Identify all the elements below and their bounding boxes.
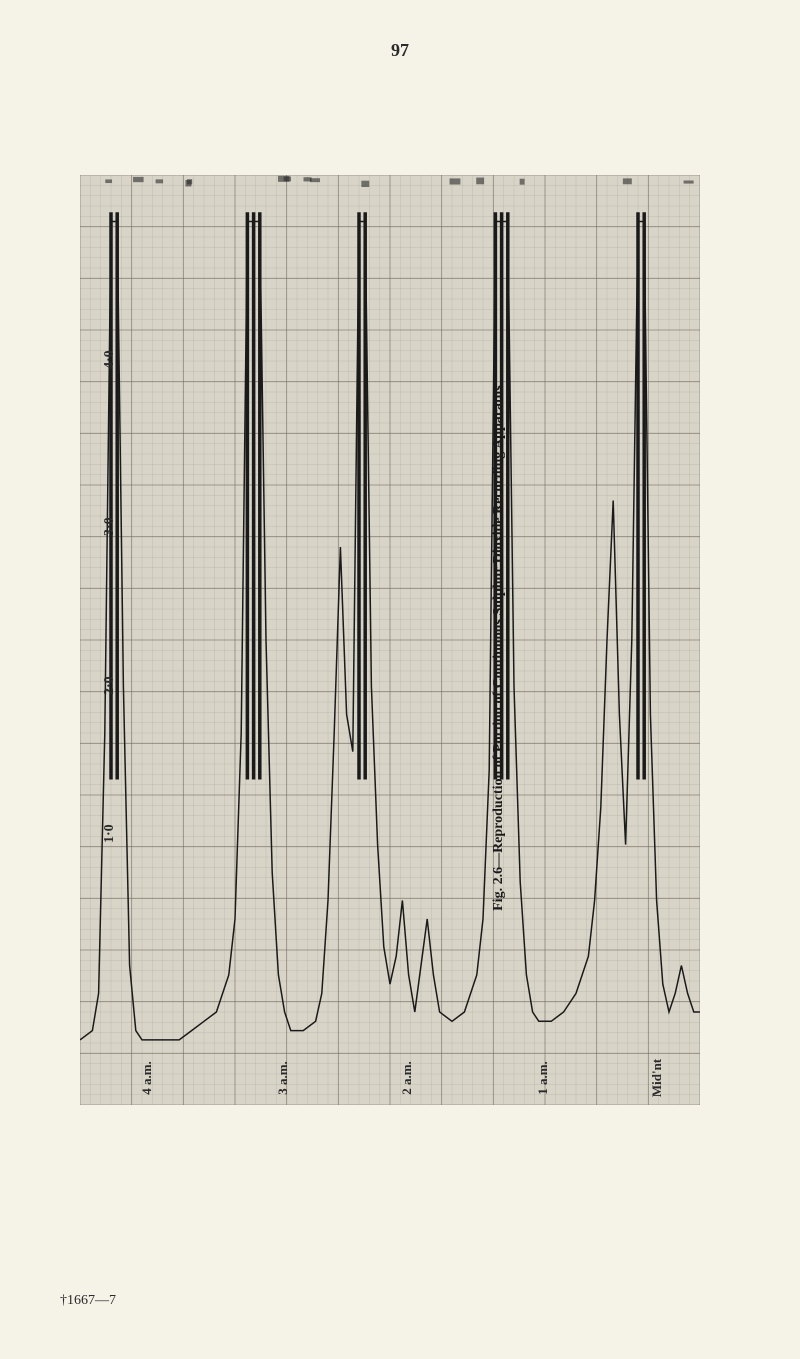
figure-caption: Fig. 2.6—Reproduction of Portion of Cont… xyxy=(491,385,507,911)
y-axis-label: 3·0 xyxy=(102,518,118,537)
chart-container: 1·0 2·0 3·0 4·0 4 a.m. 3 a.m. 2 a.m. 1 a.m. Mid… xyxy=(80,175,700,1105)
x-axis-label: 4 a.m. xyxy=(138,1061,154,1095)
y-axis-label: 2·0 xyxy=(102,676,118,695)
x-axis-label: 1 a.m. xyxy=(535,1061,551,1095)
page-number: 97 xyxy=(391,40,409,61)
x-axis-label: Mid'nt xyxy=(649,1059,665,1097)
y-axis-label: 4·0 xyxy=(102,350,118,369)
y-axis-label: 1·0 xyxy=(102,825,118,844)
footer-identifier: †1667—7 xyxy=(60,1293,116,1309)
x-axis-label: 2 a.m. xyxy=(399,1061,415,1095)
recorder-chart xyxy=(80,175,700,1105)
x-axis-label: 3 a.m. xyxy=(275,1061,291,1095)
